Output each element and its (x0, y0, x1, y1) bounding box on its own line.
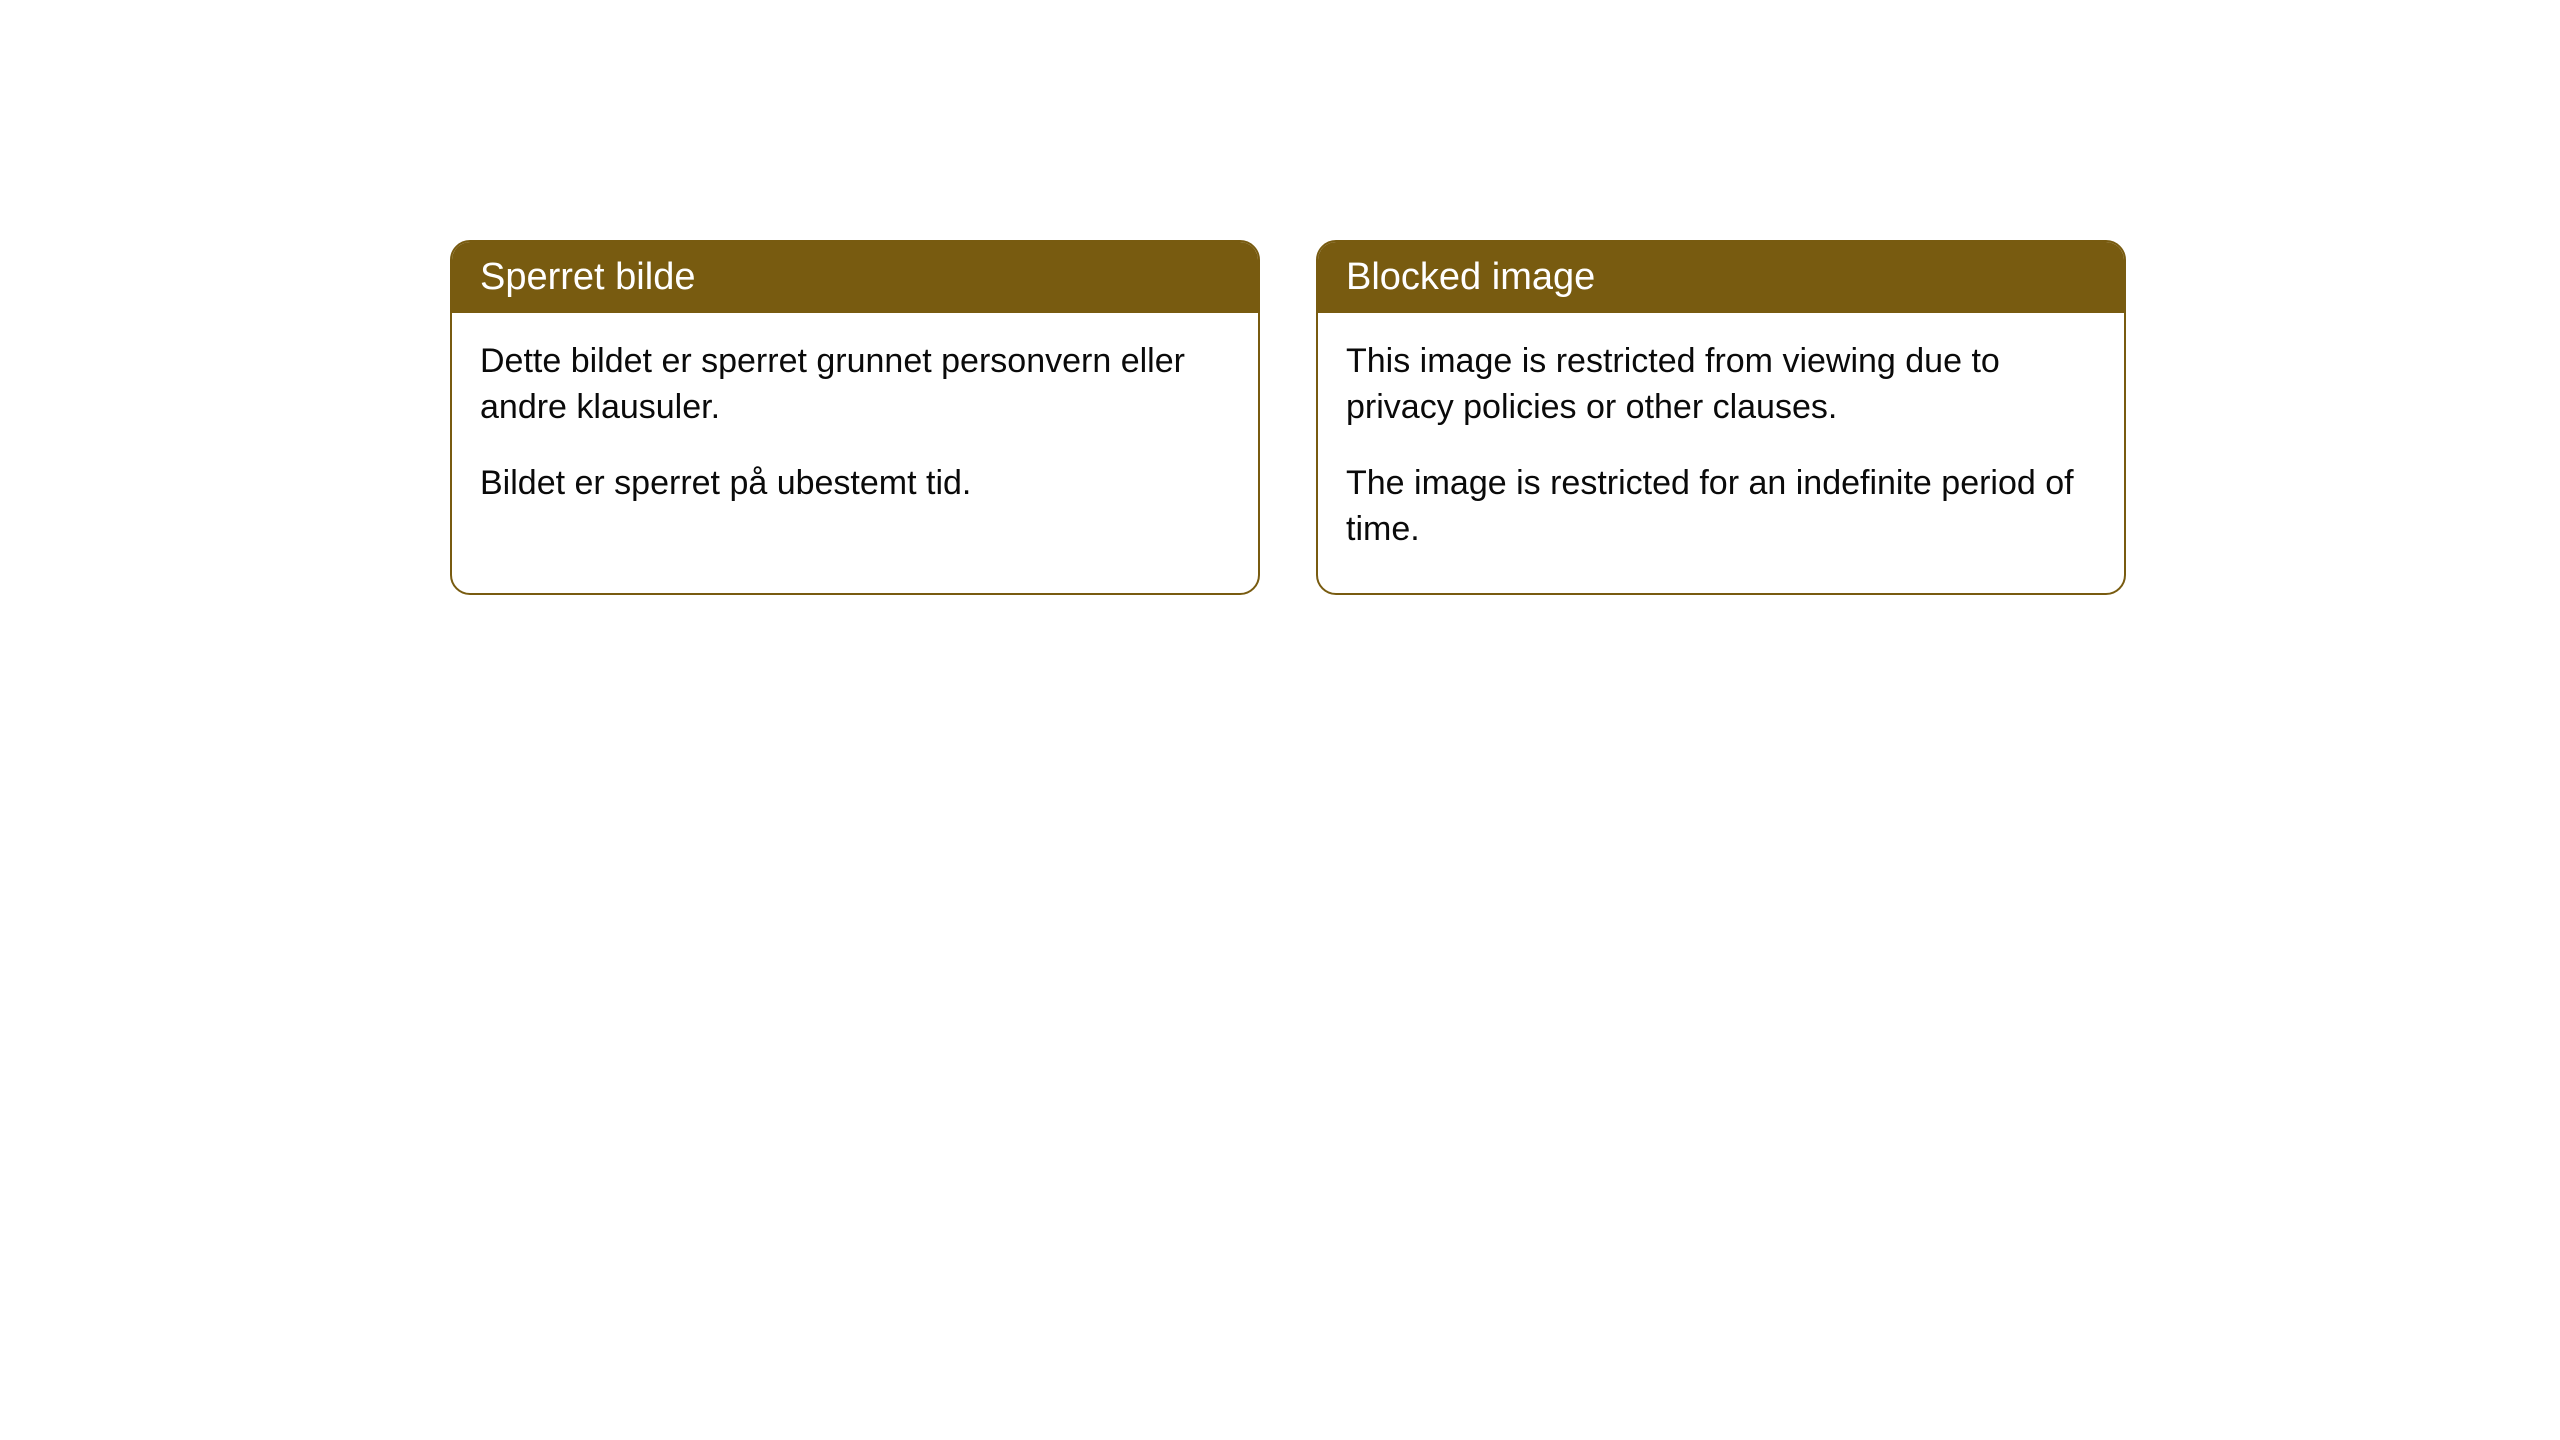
card-paragraph: This image is restricted from viewing du… (1346, 339, 2096, 431)
notice-card-english: Blocked image This image is restricted f… (1316, 240, 2126, 595)
card-paragraph: Dette bildet er sperret grunnet personve… (480, 339, 1230, 431)
card-body: This image is restricted from viewing du… (1318, 313, 2124, 593)
card-title: Blocked image (1346, 256, 1595, 298)
notice-cards-container: Sperret bilde Dette bildet er sperret gr… (450, 240, 2126, 595)
notice-card-norwegian: Sperret bilde Dette bildet er sperret gr… (450, 240, 1260, 595)
card-header: Sperret bilde (452, 242, 1258, 313)
card-body: Dette bildet er sperret grunnet personve… (452, 313, 1258, 547)
card-paragraph: Bildet er sperret på ubestemt tid. (480, 461, 1230, 507)
card-header: Blocked image (1318, 242, 2124, 313)
card-paragraph: The image is restricted for an indefinit… (1346, 461, 2096, 553)
card-title: Sperret bilde (480, 256, 695, 298)
